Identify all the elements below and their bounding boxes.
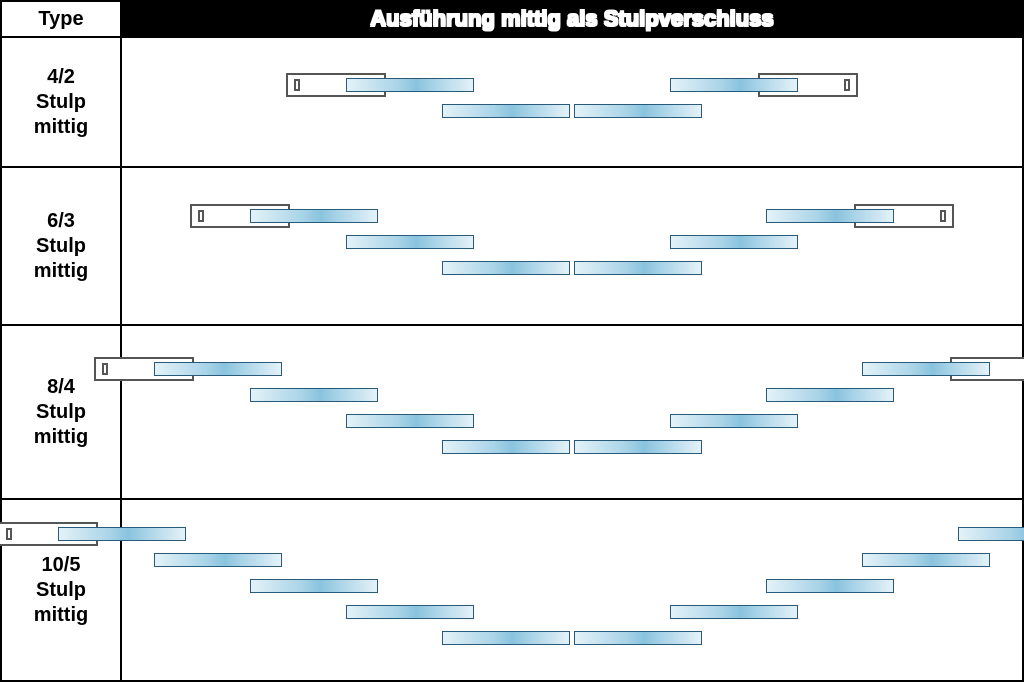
diagram-cell: [121, 167, 1023, 325]
config-row: 4/2 Stulp mittig: [1, 37, 1023, 167]
glass-panel: [574, 631, 702, 645]
type-label-line: mittig: [34, 260, 88, 282]
type-label-line: mittig: [34, 116, 88, 138]
glass-panel: [574, 104, 702, 118]
frame-mark-icon: [6, 528, 12, 540]
diagram-cell: [121, 37, 1023, 167]
type-label-line: mittig: [34, 604, 88, 626]
frame-mark-icon: [844, 79, 850, 91]
glass-panel: [442, 261, 570, 275]
type-label-line: 8/4: [47, 376, 75, 398]
type-label-line: Stulp: [36, 235, 86, 257]
glass-panel: [58, 527, 186, 541]
frame-mark-icon: [198, 210, 204, 222]
diagram-canvas: [122, 326, 1022, 498]
glass-panel: [766, 579, 894, 593]
diagram-canvas: [122, 500, 1022, 680]
glass-panel: [862, 362, 990, 376]
glass-panel: [346, 78, 474, 92]
glass-panel: [250, 579, 378, 593]
glass-panel: [442, 104, 570, 118]
glass-panel: [958, 527, 1024, 541]
glass-panel: [766, 209, 894, 223]
glass-panel: [862, 553, 990, 567]
header-row: Type Ausführung mittig als Stulpverschlu…: [1, 1, 1023, 37]
type-cell: 8/4 Stulp mittig: [1, 325, 121, 499]
glass-panel: [346, 605, 474, 619]
diagram-canvas: [122, 168, 1022, 324]
glass-panel: [574, 440, 702, 454]
glass-panel: [154, 362, 282, 376]
header-type-label: Type: [38, 8, 83, 30]
type-cell: 4/2 Stulp mittig: [1, 37, 121, 167]
frame-mark-icon: [940, 210, 946, 222]
frame-mark-icon: [102, 363, 108, 375]
glass-panel: [442, 440, 570, 454]
diagram-cell: [121, 499, 1023, 681]
type-cell: 6/3 Stulp mittig: [1, 167, 121, 325]
glass-panel: [442, 631, 570, 645]
glass-panel: [250, 388, 378, 402]
type-label-line: Stulp: [36, 401, 86, 423]
glass-panel: [346, 235, 474, 249]
type-label-line: 6/3: [47, 210, 75, 232]
config-row: 6/3 Stulp mittig: [1, 167, 1023, 325]
config-table: Type Ausführung mittig als Stulpverschlu…: [0, 0, 1024, 682]
header-type: Type: [1, 1, 121, 37]
glass-panel: [154, 553, 282, 567]
glass-panel: [670, 235, 798, 249]
glass-panel: [766, 388, 894, 402]
glass-panel: [670, 414, 798, 428]
diagram-canvas: [122, 38, 1022, 166]
config-row: 8/4 Stulp mittig: [1, 325, 1023, 499]
glass-panel: [250, 209, 378, 223]
glass-panel: [670, 605, 798, 619]
glass-panel: [346, 414, 474, 428]
header-diagram: Ausführung mittig als Stulpverschluss: [121, 1, 1023, 37]
glass-panel: [670, 78, 798, 92]
header-diagram-label: Ausführung mittig als Stulpverschluss: [370, 6, 773, 31]
type-label-line: Stulp: [36, 91, 86, 113]
type-label-line: mittig: [34, 426, 88, 448]
type-label-line: 4/2: [47, 66, 75, 88]
type-label-line: Stulp: [36, 579, 86, 601]
glass-panel: [574, 261, 702, 275]
diagram-cell: [121, 325, 1023, 499]
type-label-line: 10/5: [42, 554, 81, 576]
config-row: 10/5 Stulp mittig: [1, 499, 1023, 681]
frame-mark-icon: [294, 79, 300, 91]
